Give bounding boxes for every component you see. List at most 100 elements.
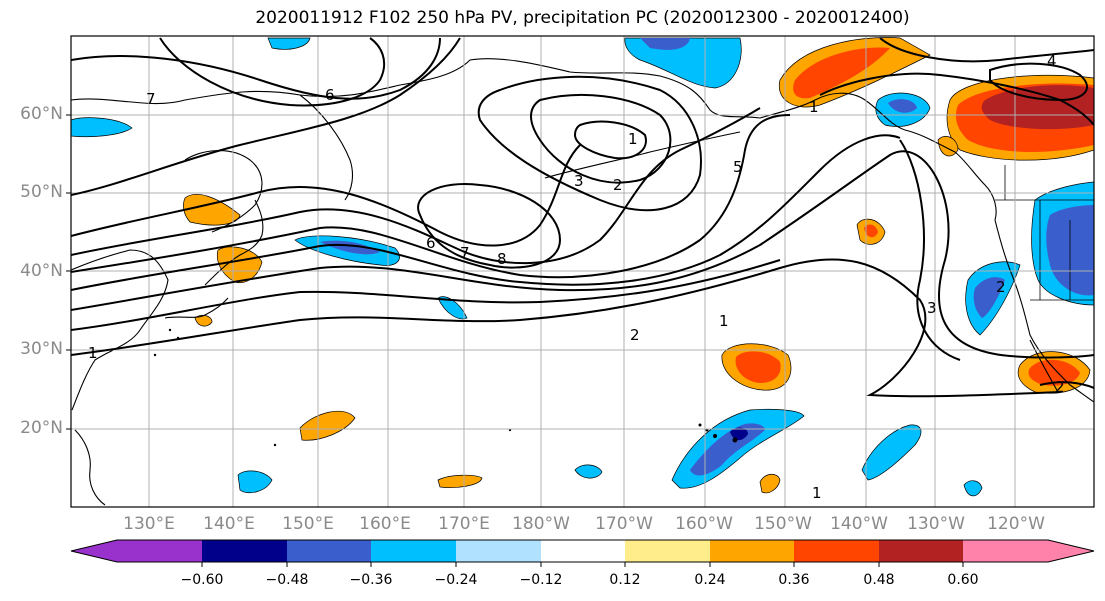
pv-contour-canada-loop bbox=[989, 62, 1088, 102]
lat-label: 60°N bbox=[20, 104, 63, 124]
colorbar-tick-label: 0.48 bbox=[863, 572, 895, 588]
colorbar bbox=[70, 539, 1095, 563]
coast-kamchatka bbox=[299, 94, 354, 201]
pv-label: 7 bbox=[146, 90, 156, 108]
coast-japan bbox=[204, 199, 264, 286]
lon-label: 140°E bbox=[203, 514, 255, 534]
coast-taiwan-philippines bbox=[74, 429, 106, 506]
precip-anom-east-pacific-small bbox=[963, 480, 983, 497]
precip-anom-siberia-east bbox=[624, 37, 742, 89]
precip-anom-bering-core bbox=[888, 99, 917, 113]
lon-label: 180°W bbox=[512, 514, 570, 534]
lon-label: 160°W bbox=[675, 514, 733, 534]
coast-baja bbox=[1029, 339, 1059, 393]
pv-label: 1 bbox=[88, 344, 98, 362]
pv-label: 2 bbox=[613, 176, 623, 194]
coastlines bbox=[71, 58, 1094, 506]
pv-contour-ridge-north bbox=[71, 37, 461, 196]
pv-label: 8 bbox=[497, 250, 507, 268]
lat-label: 50°N bbox=[20, 182, 63, 202]
precip-anom-dateline-south bbox=[437, 474, 483, 488]
colorbar-tick-label: −0.12 bbox=[519, 572, 563, 588]
colorbar-tick-label: −0.24 bbox=[434, 572, 478, 588]
pv-label: 1 bbox=[719, 312, 729, 330]
lon-label: 120°W bbox=[987, 514, 1045, 534]
pv-contour-north-low-3 bbox=[573, 120, 647, 160]
colorbar-tick-label: −0.36 bbox=[349, 572, 393, 588]
precip-anom-east-pacific-south bbox=[861, 424, 922, 481]
coast-north-america bbox=[994, 219, 1094, 403]
precip-anom-hawaii-core bbox=[690, 423, 765, 476]
pv-label: 1 bbox=[812, 484, 822, 502]
pv-contour-8-core bbox=[417, 183, 562, 269]
pv-contour-alaska-4 bbox=[819, 72, 1094, 126]
lat-label: 30°N bbox=[20, 339, 63, 359]
precip-anom-west-pacific-south bbox=[237, 470, 273, 494]
lon-label: 160°E bbox=[359, 514, 411, 534]
pv-label: 4 bbox=[1047, 52, 1057, 70]
precip-anom-central-pacific-core bbox=[735, 351, 781, 383]
precip-anom-midlat bbox=[437, 296, 468, 320]
map-title: 2020011912 F102 250 hPa PV, precipitatio… bbox=[255, 8, 910, 28]
pv-label: 6 bbox=[426, 234, 436, 252]
lon-label: 130°E bbox=[123, 514, 175, 534]
precip-anom-west-pacific bbox=[299, 410, 356, 441]
pv-label: 1 bbox=[628, 130, 638, 148]
pv-label: 6 bbox=[325, 86, 335, 104]
pv-contour-north-low-2 bbox=[530, 94, 672, 184]
precip-anom-baja-core bbox=[1028, 359, 1080, 386]
precip-anom-canada-core bbox=[981, 85, 1094, 130]
precip-anom-dateline-south-neg bbox=[574, 464, 603, 479]
pv-label: 3 bbox=[574, 172, 584, 190]
coast-korea-china bbox=[71, 249, 169, 411]
pv-contour-gulf-trough bbox=[899, 139, 961, 361]
lon-label: 150°E bbox=[282, 514, 334, 534]
pv-contour-6 bbox=[71, 107, 761, 265]
precip-anom-okhotsk-west bbox=[71, 117, 133, 138]
pv-contour-4 bbox=[71, 134, 901, 291]
pv-contour-socal bbox=[1039, 381, 1094, 389]
pv-contour-3 bbox=[71, 150, 1094, 359]
pv-label: 2 bbox=[996, 278, 1006, 296]
pv-contour-north-low-1 bbox=[477, 75, 702, 212]
precip-anom-hawaii-east bbox=[759, 473, 781, 494]
pv-label: 2 bbox=[1055, 378, 1065, 396]
precip-anom-ca-offshore-core bbox=[973, 277, 1005, 318]
colorbar-tick-label: 0.12 bbox=[609, 572, 641, 588]
state-borders bbox=[995, 165, 1094, 301]
pv-contours bbox=[71, 37, 1094, 398]
lon-label: 150°W bbox=[754, 514, 812, 534]
pv-label: 5 bbox=[733, 158, 743, 176]
pv-label: 7 bbox=[460, 244, 470, 262]
pv-contour-labels: 7 6 1 3 2 6 7 8 5 2 1 3 4 1 2 2 1 1 bbox=[88, 52, 1065, 502]
pv-contour-ridge-north-2 bbox=[71, 37, 441, 100]
lat-label: 40°N bbox=[20, 261, 63, 281]
pv-contour-arctic-loop bbox=[159, 37, 386, 107]
colorbar-tick-label: 0.60 bbox=[947, 572, 979, 588]
pv-contour-5 bbox=[71, 114, 791, 279]
lat-label: 20°N bbox=[20, 418, 63, 438]
pv-contour-alaska-north bbox=[879, 37, 1094, 63]
pv-contour-2-south bbox=[71, 259, 781, 331]
colorbar-tick-label: 0.36 bbox=[778, 572, 810, 588]
precip-anom-hawaii-extreme bbox=[730, 427, 748, 441]
colorbar-extend-high bbox=[1048, 540, 1094, 562]
precip-anom-gulf-alaska-core bbox=[864, 224, 878, 238]
pv-label: 2 bbox=[630, 326, 640, 344]
axis-ticks bbox=[66, 114, 71, 430]
coast-okhotsk bbox=[184, 149, 263, 233]
pv-contour-1-south bbox=[71, 258, 1061, 398]
precip-anom-kyushu bbox=[194, 314, 213, 327]
coast-aleutians bbox=[544, 131, 741, 179]
precip-anom-siberia-east-core bbox=[640, 38, 690, 50]
lon-label: 170°W bbox=[595, 514, 653, 534]
colorbar-tick-label: −0.60 bbox=[180, 572, 224, 588]
colorbar-tick-label: −0.48 bbox=[265, 572, 309, 588]
coast-siberia bbox=[71, 58, 761, 119]
islands bbox=[153, 328, 738, 447]
colorbar-tick-label: 0.24 bbox=[694, 572, 726, 588]
lon-label: 140°W bbox=[830, 514, 888, 534]
pv-label: 3 bbox=[927, 299, 937, 317]
colorbar-tick-marks bbox=[201, 562, 964, 567]
